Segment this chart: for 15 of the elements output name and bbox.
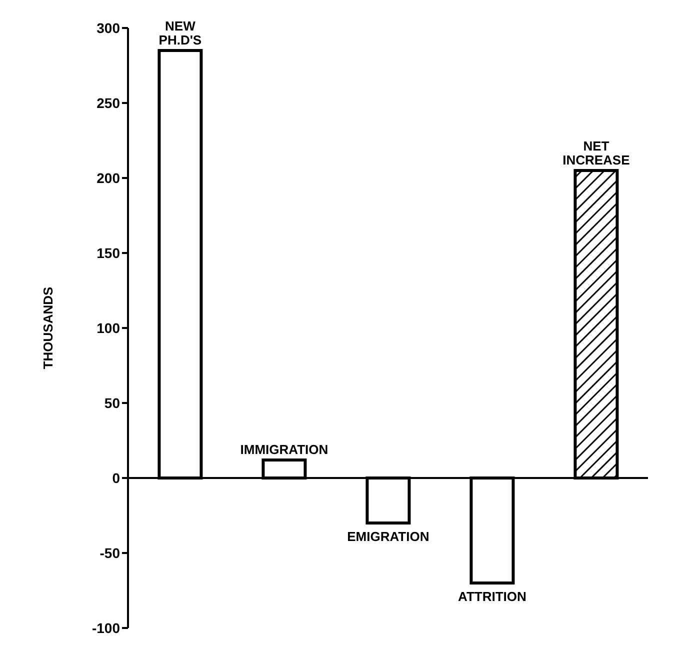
y-tick-label: -100 [92, 620, 120, 636]
y-tick-label: 0 [112, 470, 120, 486]
y-tick-label: 200 [96, 170, 120, 186]
x-tick-label: NEW PH.D'S [158, 18, 202, 48]
x-tick-label: ATTRITION [458, 589, 526, 604]
x-tick-label: EMIGRATION [347, 529, 430, 544]
y-tick-label: -50 [100, 544, 120, 561]
y-tick-label: 250 [96, 94, 120, 111]
y-axis-title: THOUSANDS [40, 286, 56, 370]
x-tick-label: NET INCREASE [562, 138, 630, 168]
y-tick-label: 50 [104, 394, 120, 411]
y-tick-label: 300 [96, 20, 120, 36]
y-tick-label: 150 [96, 244, 120, 261]
x-tick-label: IMMIGRATION [240, 442, 328, 457]
y-tick-label: 100 [96, 320, 120, 336]
